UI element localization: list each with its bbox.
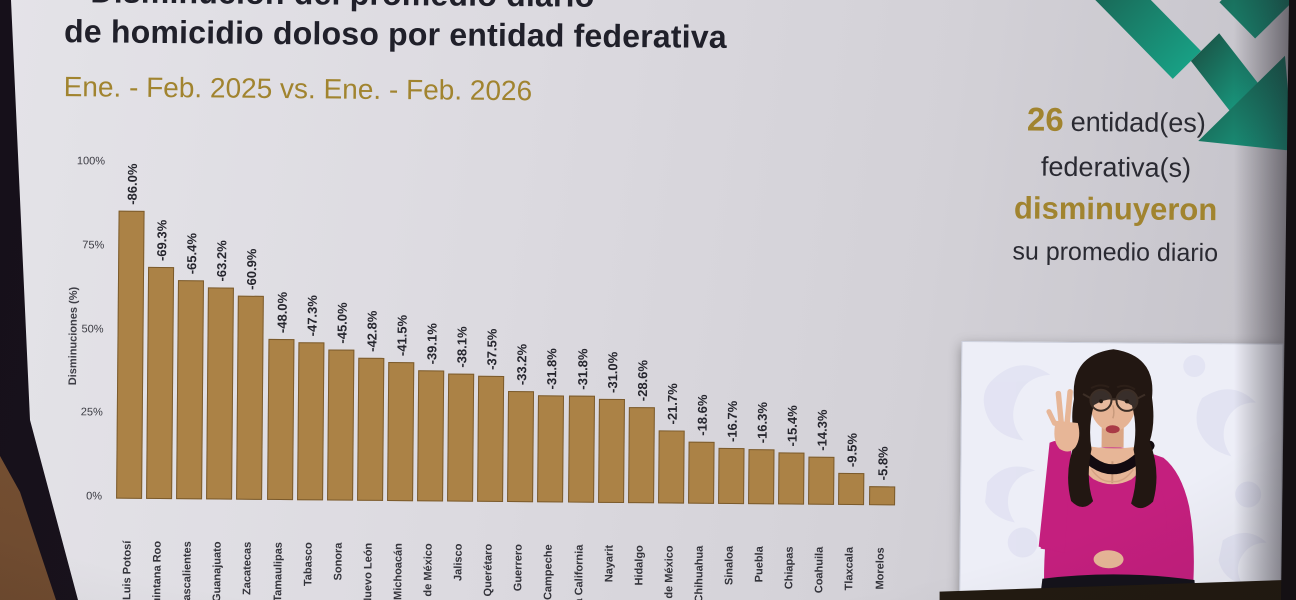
bar [146,266,175,500]
bar-value-label: -60.9% [244,248,260,290]
x-axis-category-label: Guanajuato [211,541,224,600]
bar-value-label: -31.8% [544,348,560,390]
bar-value-label: -15.4% [784,405,801,447]
x-axis-category-label: Quintana Roo [151,540,164,600]
x-axis-category-label: Jalisco [452,543,465,581]
x-axis-category-label: Chihuahua [693,545,706,600]
bar [868,485,895,506]
highlight-line4: su promedio diario [1012,237,1219,268]
bar [447,373,475,502]
y-axis-tick-label: 100% [76,155,106,168]
y-axis-tick-label: 25% [80,406,103,419]
x-axis-category-label: Michoacán [392,543,405,600]
bar [597,398,625,504]
x-axis-category-label: Morelos [873,547,887,590]
bar [386,361,415,502]
bar [176,280,205,500]
x-axis-category-label: Querétaro [482,543,495,597]
bar-value-label: -41.5% [394,314,410,357]
x-axis-category-label: Guerrero [512,544,525,592]
downward-trend-arrow-icon [1063,0,1296,151]
bar [687,441,715,504]
sign-language-interpreter-video [959,340,1284,600]
bar-value-label: -65.4% [184,232,200,275]
bar [627,407,655,504]
bar [778,452,805,505]
x-axis-category-label: Tamaulipas [271,541,285,600]
bar [537,395,565,503]
bar-value-label: -16.7% [724,400,740,443]
x-axis-category-label: Tabasco [301,542,315,587]
bar-value-label: -45.0% [334,302,350,344]
bar [356,357,385,501]
x-axis-category-label: Tlaxcala [843,546,857,591]
y-axis-tick-label: 50% [81,322,104,335]
x-axis-category-label: Nayarit [602,544,616,583]
x-axis-category-label: Baja California [572,544,586,600]
bar [206,287,235,500]
x-axis-category-label: Coahuila [813,546,826,594]
x-axis-category-label: Campeche [542,544,556,600]
bar [296,341,325,501]
bar-value-label: -31.8% [574,348,590,391]
bar-value-label: -69.3% [154,219,170,261]
bar [748,449,775,505]
bar-value-label: -63.2% [214,240,230,282]
x-axis-category-label: Nuevo León [361,542,375,600]
x-axis-category-label: San Luis Potosí [120,540,134,600]
bar-value-label: -39.1% [424,323,440,365]
bar [567,396,595,503]
y-axis-tick-label: 0% [86,490,103,503]
bar [808,456,835,505]
bar-value-label: -37.5% [484,328,500,371]
y-axis-title: Disminuciones (%) [67,286,80,386]
bar-value-label: -42.8% [364,310,380,352]
bar-value-label: -31.0% [604,351,620,394]
bar [838,473,865,506]
bar [266,339,294,501]
x-axis-category-label: Hidalgo [633,545,646,586]
bar-value-label: -33.2% [514,343,530,385]
bar [236,295,265,500]
bar-value-label: -14.3% [814,409,831,451]
x-axis-category-label: Estado de México [662,545,676,600]
bar-value-label: -28.6% [634,360,650,402]
x-axis-category-label: Aguascalientes [181,541,194,600]
y-axis-tick-label: 75% [82,239,105,252]
bar [477,376,505,502]
bar-value-label: -18.6% [694,394,710,436]
bar [507,390,535,503]
bar [326,349,355,501]
bar-value-label: -47.3% [304,294,320,336]
x-axis-category-label: Ciudad de México [421,543,435,600]
bar-value-label: -21.7% [664,383,680,425]
bar-value-label: -86.0% [124,163,140,205]
x-axis-category-label: Chiapas [783,546,796,590]
bar-value-label: -16.3% [754,402,771,444]
x-axis-category-label: Zacatecas [241,541,255,596]
x-axis-category-label: Sinaloa [723,545,736,586]
x-axis-category-label: Puebla [753,546,766,583]
bar-value-label: -5.8% [874,445,891,480]
bar [417,370,445,502]
bar-value-label: -9.5% [844,433,861,468]
bar [718,447,745,505]
sign-language-interpreter [960,341,1283,599]
bar [657,430,685,504]
bar [116,210,145,499]
bar-value-label: -48.0% [274,291,290,334]
x-axis-category-label: Sonora [332,542,345,581]
bar-value-label: -38.1% [454,326,470,369]
